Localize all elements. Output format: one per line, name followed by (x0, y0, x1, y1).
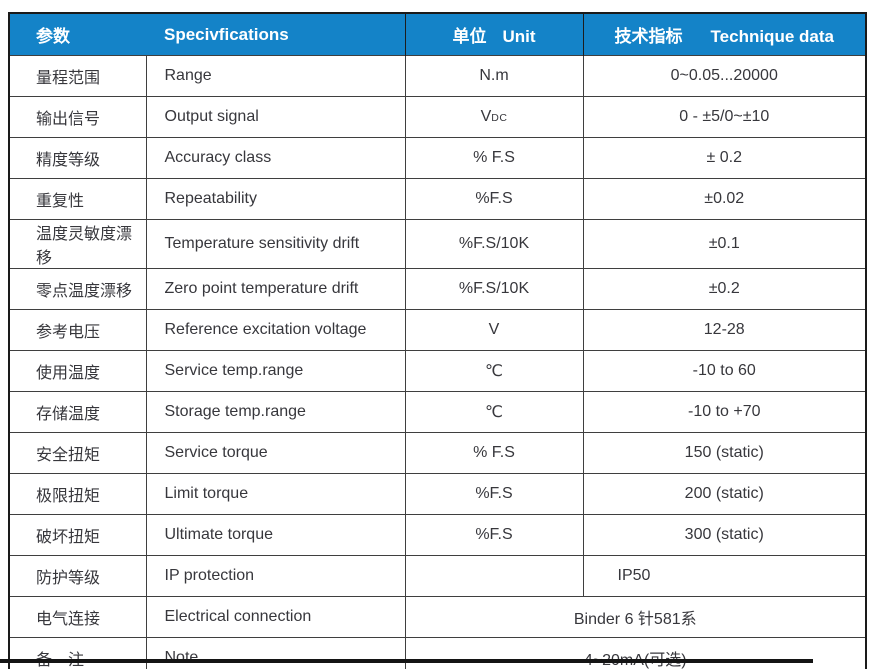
param-cell: 破坏扭矩 (8, 514, 147, 556)
header-row: 参数 Specivfications 单位 Unit 技术指标 Technique … (9, 13, 866, 56)
spec-cell: Storage temp.range (145, 391, 406, 433)
page-bottom-rule (0, 659, 813, 663)
header-specifications: Specivfications (146, 13, 405, 56)
table-row: 电气连接 Electrical connection Binder 6 针581系 (8, 596, 867, 638)
value-cell: -10 to +70 (582, 391, 867, 433)
spec-cell: Range (145, 55, 406, 97)
header-data-en: Technique data (710, 27, 834, 46)
specification-table: 参数 Specivfications 单位 Unit 技术指标 Technique … (8, 12, 867, 669)
param-cell: 重复性 (8, 178, 147, 220)
header-data-cn: 技术指标 (614, 27, 683, 46)
merged-value-cell: Binder 6 针581系 (404, 596, 867, 638)
unit-cell: N.m (404, 55, 584, 97)
spec-cell: Service torque (145, 432, 406, 474)
param-cell: 使用温度 (8, 350, 147, 392)
unit-subscript: DC (491, 112, 508, 124)
table-row: 安全扭矩 Service torque% F.S 150 (static) (8, 432, 867, 474)
spec-cell: Ultimate torque (145, 514, 406, 556)
table-header: 参数 Specivfications 单位 Unit 技术指标 Technique … (9, 13, 866, 56)
spec-cell: Service temp.range (145, 350, 406, 392)
header-technique-data: 技术指标 Technique data (582, 13, 866, 56)
param-cell: 温度灵敏度漂移 (8, 219, 147, 269)
spec-cell: Output signal (145, 96, 406, 138)
unit-cell: % F.S (404, 137, 584, 179)
unit-cell: %F.S/10K (404, 219, 584, 269)
unit-cell: V (404, 309, 584, 351)
value-cell: ±0.02 (582, 178, 867, 220)
merged-value-cell: 4~20mA(可选) (404, 637, 867, 669)
spec-cell: Accuracy class (145, 137, 406, 179)
value-cell: 200 (static) (582, 473, 867, 515)
spec-cell: Note (145, 637, 406, 669)
value-cell: 300 (static) (582, 514, 867, 556)
unit-cell: %F.S (404, 178, 584, 220)
unit-cell: %F.S (404, 473, 584, 515)
value-cell: ± 0.2 (582, 137, 867, 179)
table-row: 温度灵敏度漂移 Temperature sensitivity drift %F.S… (8, 219, 867, 269)
table-row: 输出信号 Output signal VDC 0 - ±5/0~±10 (8, 96, 867, 138)
header-unit-cn: 单位 (452, 27, 487, 46)
param-cell: 电气连接 (8, 596, 147, 638)
unit-cell: %F.S/10K (404, 268, 584, 310)
param-cell: 量程范围 (8, 55, 147, 97)
table-row: 量程范围 Range N.m 0~0.05...20000 (8, 55, 867, 97)
param-cell: 安全扭矩 (8, 432, 147, 474)
value-cell: 0 - ±5/0~±10 (582, 96, 867, 138)
param-cell: 极限扭矩 (8, 473, 147, 515)
spec-cell: Reference excitation voltage (145, 309, 406, 351)
unit-cell: VDC (404, 96, 584, 138)
table-row: 破坏扭矩 Ultimate torque %F.S 300 (static) (8, 514, 867, 556)
table-row: 使用温度 Service temp.range ℃ -10 to 60 (8, 350, 867, 392)
table-row: 防护等级 IP protection IP50 (8, 555, 867, 597)
param-cell: 防护等级 (8, 555, 147, 597)
table-row: 零点温度漂移 Zero point temperature drift %F.S/1… (8, 268, 867, 310)
param-cell: 备 注 (8, 637, 147, 669)
spec-table-body: 量程范围 Range N.m 0~0.05...20000 输出信号 Output sig… (8, 55, 867, 669)
param-cell: 零点温度漂移 (8, 268, 147, 310)
spec-cell: Zero point temperature drift (145, 268, 406, 310)
param-cell: 参考电压 (8, 309, 147, 351)
param-cell: 精度等级 (8, 137, 147, 179)
header-unit-en: Unit (502, 27, 536, 46)
header-unit: 单位 Unit (404, 13, 583, 56)
table-row: 参考电压 Reference excitation voltage V 12-28 (8, 309, 867, 351)
value-cell: 0~0.05...20000 (582, 55, 867, 97)
unit-cell: %F.S (404, 514, 584, 556)
spec-cell: Electrical connection (145, 596, 406, 638)
table-row: 重复性 Repeatability %F.S ±0.02 (8, 178, 867, 220)
table-row: 精度等级 Accuracy class% F.S ± 0.2 (8, 137, 867, 179)
unit-cell: ℃ (404, 350, 584, 392)
param-cell: 存储温度 (8, 391, 147, 433)
unit-cell: % F.S (404, 432, 584, 474)
table-row: 备 注Note4~20mA(可选) (8, 637, 867, 669)
unit-cell: ℃ (404, 391, 584, 433)
spec-cell: IP protection (145, 555, 406, 597)
value-cell: ±0.1 (582, 219, 867, 269)
unit-cell (404, 555, 584, 597)
spec-cell: Limit torque (145, 473, 406, 515)
table-row: 存储温度 Storage temp.range ℃ -10 to +70 (8, 391, 867, 433)
table-row: 极限扭矩 Limit torque %F.S 200 (static) (8, 473, 867, 515)
value-cell: ±0.2 (582, 268, 867, 310)
spec-cell: Repeatability (145, 178, 406, 220)
value-cell: -10 to 60 (582, 350, 867, 392)
param-cell: 输出信号 (8, 96, 147, 138)
value-cell: 12-28 (582, 309, 867, 351)
spec-cell: Temperature sensitivity drift (145, 219, 406, 269)
value-cell: IP50 (582, 555, 867, 597)
value-cell: 150 (static) (582, 432, 867, 474)
header-param: 参数 (9, 13, 146, 56)
